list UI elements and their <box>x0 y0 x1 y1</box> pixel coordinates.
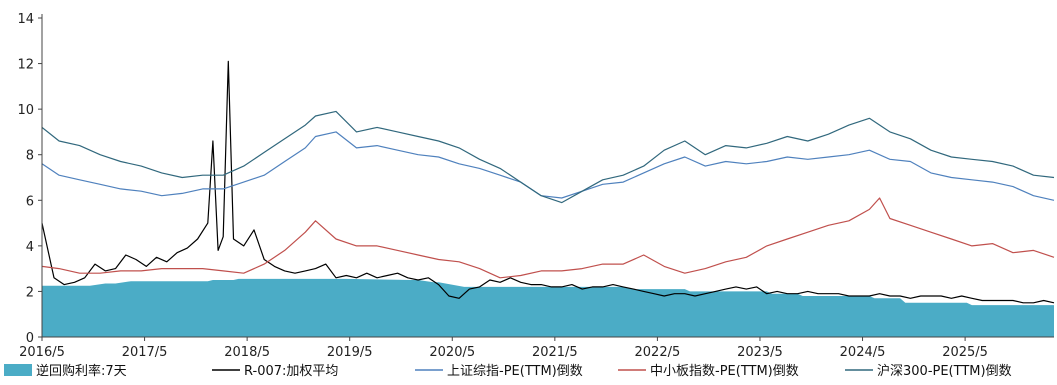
legend-entry: 上证综指-PE(TTM)倒数 <box>447 364 583 379</box>
x-tick-label: 2017/5 <box>122 345 168 360</box>
x-tick-label: 2021/5 <box>532 345 578 360</box>
y-tick-label: 6 <box>26 194 34 209</box>
legend-entry: 沪深300-PE(TTM)倒数 <box>877 363 1012 379</box>
x-tick-label: 2023/5 <box>737 345 783 360</box>
series-area-0 <box>42 278 1054 337</box>
y-tick-label: 14 <box>17 12 34 27</box>
legend: 逆回购利率:7天 R-007:加权平均 上证综指-PE(TTM)倒数 中小板指数-PE… <box>4 363 1012 379</box>
x-tick-label: 2020/5 <box>429 345 475 360</box>
x-tick-label: 2018/5 <box>224 345 270 360</box>
x-tick-label: 2024/5 <box>840 345 886 360</box>
legend-entry: R-007:加权平均 <box>244 363 338 379</box>
y-tick-label: 0 <box>26 331 34 346</box>
y-tick-label: 10 <box>17 103 34 118</box>
series-line-1 <box>41 60 1055 304</box>
y-tick-label: 4 <box>26 240 34 255</box>
x-tick-label: 2022/5 <box>635 345 681 360</box>
x-tick-label: 2016/5 <box>19 345 65 360</box>
legend-swatch <box>4 364 32 376</box>
legend-entry: 逆回购利率:7天 <box>36 363 127 379</box>
series-line-2 <box>41 131 1055 201</box>
series-line-4 <box>41 110 1055 204</box>
y-tick-label: 2 <box>26 285 34 300</box>
y-tick-label: 12 <box>17 58 34 73</box>
axes: 0 2 4 6 8 10 12 14 2016/5 2017/5 2018/5 2019/5 2020/… <box>17 12 1054 360</box>
plot-area <box>41 60 1055 337</box>
x-tick-label: 2025/5 <box>942 345 988 360</box>
legend-entry: 中小板指数-PE(TTM)倒数 <box>650 364 799 379</box>
y-tick-label: 8 <box>26 149 34 164</box>
x-tick-label: 2019/5 <box>327 345 373 360</box>
series-line-3 <box>41 197 1055 279</box>
